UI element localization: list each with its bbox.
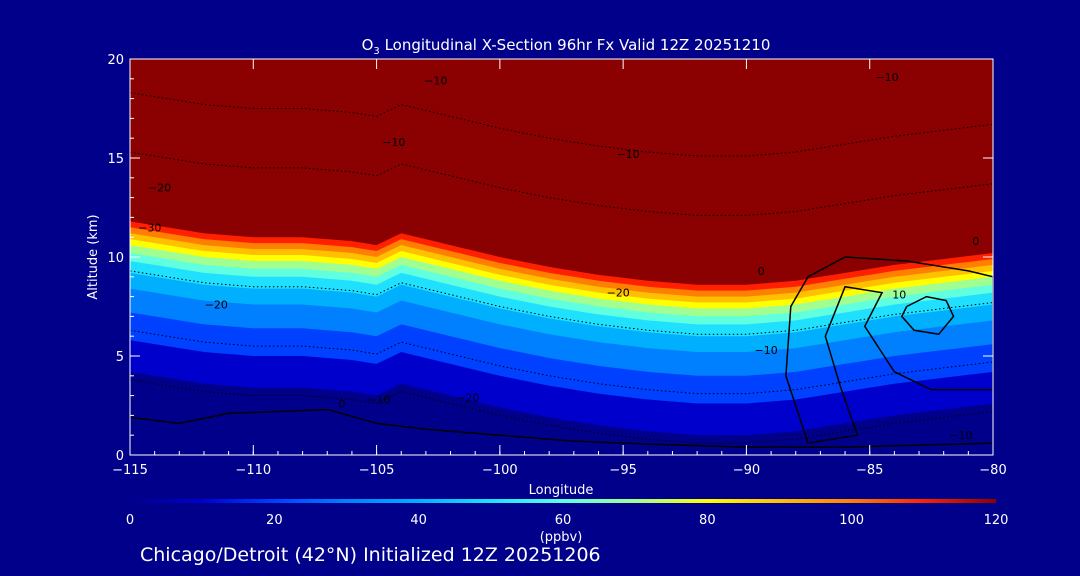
colorbar-tick-label: 60	[555, 513, 572, 528]
contour-line-solid	[900, 295, 955, 336]
surface-contour	[130, 408, 993, 448]
y-axis-label: Altitude (km)	[86, 214, 101, 299]
y-axis: 0 5 10 15 20	[107, 53, 993, 464]
x-tick-label: −115	[112, 463, 148, 478]
x-tick-label: −80	[979, 463, 1006, 478]
contour-line-dotted	[130, 270, 993, 335]
x-tick-label: −85	[856, 463, 883, 478]
colorbar-tick-label: 80	[699, 513, 716, 528]
contour-label: −10	[755, 344, 778, 357]
colorbar-tick-label: 0	[126, 513, 134, 528]
x-axis-label: Longitude	[529, 483, 594, 498]
contour-line-dotted	[130, 92, 993, 157]
contour-label: −20	[205, 298, 228, 311]
y-tick-label: 15	[107, 152, 124, 167]
contour-label: −10	[382, 136, 405, 149]
contour-label: −10	[424, 75, 447, 88]
contour-label: −20	[148, 182, 171, 195]
y-tick-label: 5	[116, 350, 124, 365]
colorbar-tick-label: 100	[839, 513, 864, 528]
surface-layer	[130, 409, 993, 455]
x-tick-label: −95	[609, 463, 636, 478]
contour-label: −20	[607, 287, 630, 300]
contour-line-dotted	[130, 329, 993, 395]
contour-label: −20	[456, 392, 479, 405]
contour-label: −10	[875, 71, 898, 84]
contour-line-solid	[785, 256, 993, 444]
chart-title: O3 Longitudinal X-Section 96hr Fx Valid …	[362, 36, 771, 57]
plot-area: −20 −30 −20 0 −10 −20 −10 −10 −10 −10 −20 −10 0 10 0 −1…	[130, 59, 993, 455]
title-rest: Longitudinal X-Section 96hr Fx Valid 12Z…	[380, 36, 771, 54]
x-tick-label: −90	[733, 463, 760, 478]
contour-label: 0	[339, 397, 346, 410]
contour-line-dotted	[130, 151, 993, 216]
colorbar-unit-label: (ppbv)	[540, 530, 583, 545]
contour-label: 0	[758, 265, 765, 278]
contour-line-dotted	[130, 379, 993, 444]
y-tick-label: 20	[107, 53, 124, 68]
x-axis: −115 −110 −105 −100 −95 −90 −85 −80	[112, 59, 1007, 478]
colorbar-tick-label: 40	[410, 513, 427, 528]
colorbar-ticks: 0 20 40 60 80 100 120	[126, 513, 1009, 528]
x-tick-label: −110	[235, 463, 271, 478]
contour-label: 10	[892, 289, 906, 302]
contour-label: −10	[367, 394, 390, 407]
contour-label: −30	[138, 221, 161, 234]
colorbar-tick-label: 20	[266, 513, 283, 528]
contour-label: −10	[616, 148, 639, 161]
colorbar-tick-label: 120	[984, 513, 1009, 528]
title-subscript: 3	[373, 46, 379, 57]
y-tick-label: 10	[107, 251, 124, 266]
title-species: O	[362, 36, 374, 54]
contour-label: 0	[972, 235, 979, 248]
y-tick-label: 0	[116, 449, 124, 464]
footer-caption: Chicago/Detroit (42°N) Initialized 12Z 2…	[140, 544, 601, 566]
x-tick-label: −105	[359, 463, 395, 478]
contour-label: −10	[949, 429, 972, 442]
x-tick-label: −100	[482, 463, 518, 478]
colorbar	[130, 499, 996, 503]
